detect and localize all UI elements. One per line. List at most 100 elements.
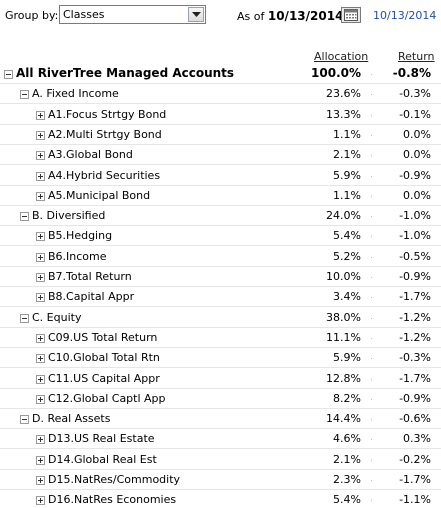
table-row[interactable]: A2.Multi Strtgy Bond 1.1% 0.0% (0, 125, 441, 145)
column-separator (371, 175, 372, 177)
column-separator (371, 480, 372, 481)
return-value: -0.9% (399, 391, 431, 405)
table-row[interactable]: D14.Global Real Est 2.1% -0.2% (0, 450, 441, 470)
chevron-down-icon[interactable] (188, 7, 204, 22)
expand-icon[interactable] (36, 354, 45, 364)
collapse-icon[interactable] (20, 313, 29, 323)
collapse-icon[interactable] (20, 90, 29, 100)
expand-icon[interactable] (36, 110, 45, 120)
allocation-value: 3.4% (333, 290, 361, 304)
expand-icon[interactable] (36, 130, 45, 140)
row-label: A3.Global Bond (48, 148, 133, 162)
allocation-value: 8.2% (333, 391, 361, 405)
collapse-icon[interactable] (20, 415, 29, 425)
return-value: 0.3% (403, 432, 431, 446)
table-row[interactable]: A5.Municipal Bond 1.1% 0.0% (0, 186, 441, 206)
column-separator (371, 439, 372, 441)
table-row[interactable]: A. Fixed Income 23.6% -0.3% (0, 84, 441, 105)
allocation-value: 14.4% (326, 412, 361, 426)
expand-icon[interactable] (36, 374, 45, 384)
row-label: D15.NatRes/Commodity (48, 473, 181, 486)
row-label: D14.Global Real Est (48, 452, 157, 466)
return-value: 0.0% (403, 188, 431, 202)
allocation-value: 100.0% (311, 66, 361, 80)
table-row[interactable]: B. Diversified 24.0% -1.0% (0, 206, 441, 227)
row-label: C09.US Total Return (48, 330, 158, 344)
table-row[interactable]: C09.US Total Return 11.1% -1.2% (0, 328, 441, 348)
table-row[interactable]: A3.Global Bond 2.1% 0.0% (0, 145, 441, 166)
table-row[interactable]: D13.US Real Estate 4.6% 0.3% (0, 429, 441, 450)
return-value: -1.1% (399, 493, 431, 507)
column-separator (371, 500, 372, 502)
collapse-icon[interactable] (20, 212, 29, 222)
return-column-header[interactable]: Return (398, 50, 435, 63)
row-label: B5.Hedging (48, 229, 113, 243)
table-row[interactable]: C. Equity 38.0% -1.2% (0, 308, 441, 328)
allocation-value: 12.8% (326, 371, 361, 385)
allocation-value: 24.0% (326, 209, 361, 223)
row-label: A. Fixed Income (32, 87, 119, 101)
as-of-label: As of (237, 10, 265, 23)
column-separator (371, 216, 372, 218)
column-separator (371, 256, 372, 258)
return-value: -1.2% (399, 310, 431, 324)
table-row[interactable]: B8.Capital Appr 3.4% -1.7% (0, 287, 441, 308)
table-row[interactable]: B6.Income 5.2% -0.5% (0, 247, 441, 267)
return-value: -0.2% (399, 452, 431, 466)
allocation-value: 2.1% (333, 452, 361, 466)
expand-icon[interactable] (36, 232, 45, 242)
row-label: B7.Total Return (48, 270, 132, 283)
row-label: A5.Municipal Bond (48, 188, 151, 202)
return-value: -0.5% (399, 249, 431, 263)
expand-icon[interactable] (36, 455, 45, 465)
expand-icon[interactable] (36, 151, 45, 161)
table-row[interactable]: D. Real Assets 14.4% -0.6% (0, 409, 441, 430)
allocation-value: 11.1% (326, 330, 361, 344)
row-label: C. Equity (32, 310, 82, 324)
expand-icon[interactable] (36, 394, 45, 404)
expand-icon[interactable] (36, 252, 45, 262)
column-separator (371, 155, 372, 157)
toolbar: Group by: Classes As of 10/13/2014 10/13… (0, 0, 441, 32)
date-link[interactable]: 10/13/2014 (373, 9, 437, 22)
row-label: B8.Capital Appr (48, 290, 135, 304)
column-separator (371, 94, 372, 96)
allocation-column-header[interactable]: Allocation (314, 50, 369, 63)
table-row[interactable]: C12.Global Captl App 8.2% -0.9% (0, 389, 441, 409)
expand-icon[interactable] (36, 476, 45, 485)
allocation-value: 1.1% (333, 188, 361, 202)
collapse-icon[interactable] (4, 70, 13, 79)
table-row[interactable]: C10.Global Total Rtn 5.9% -0.3% (0, 348, 441, 369)
table-row[interactable]: A1.Focus Strtgy Bond 13.3% -0.1% (0, 105, 441, 125)
table-row[interactable]: B7.Total Return 10.0% -0.9% (0, 267, 441, 287)
table-row[interactable]: C11.US Capital Appr 12.8% -1.7% (0, 369, 441, 389)
column-separator (371, 114, 372, 116)
expand-icon[interactable] (36, 171, 45, 181)
expand-icon[interactable] (36, 293, 45, 303)
table-row[interactable]: D16.NatRes Economies 5.4% -1.1% (0, 490, 441, 508)
column-separator (371, 358, 372, 360)
row-label: C11.US Capital Appr (48, 371, 160, 385)
calendar-icon[interactable] (341, 7, 361, 23)
return-value: -1.0% (399, 229, 431, 243)
expand-icon[interactable] (36, 435, 45, 445)
return-value: 0.0% (403, 127, 431, 141)
table-row[interactable]: B5.Hedging 5.4% -1.0% (0, 226, 441, 247)
return-value: -0.9% (399, 168, 431, 182)
expand-icon[interactable] (36, 273, 45, 282)
return-value: -1.0% (399, 209, 431, 223)
expand-icon[interactable] (36, 333, 45, 343)
expand-icon[interactable] (36, 191, 45, 201)
row-label: B6.Income (48, 249, 107, 263)
return-value: -1.7% (399, 371, 431, 385)
column-separator (371, 195, 372, 197)
allocation-value: 2.3% (333, 473, 361, 486)
table-row[interactable]: All RiverTree Managed Accounts 100.0% -0.8… (0, 64, 441, 84)
group-by-select[interactable]: Classes (59, 5, 206, 24)
allocation-value: 5.2% (333, 249, 361, 263)
expand-icon[interactable] (36, 496, 45, 506)
table-row[interactable]: D15.NatRes/Commodity 2.3% -1.7% (0, 470, 441, 490)
allocation-value: 5.9% (333, 351, 361, 365)
table-row[interactable]: A4.Hybrid Securities 5.9% -0.9% (0, 166, 441, 186)
column-separator (371, 378, 372, 380)
